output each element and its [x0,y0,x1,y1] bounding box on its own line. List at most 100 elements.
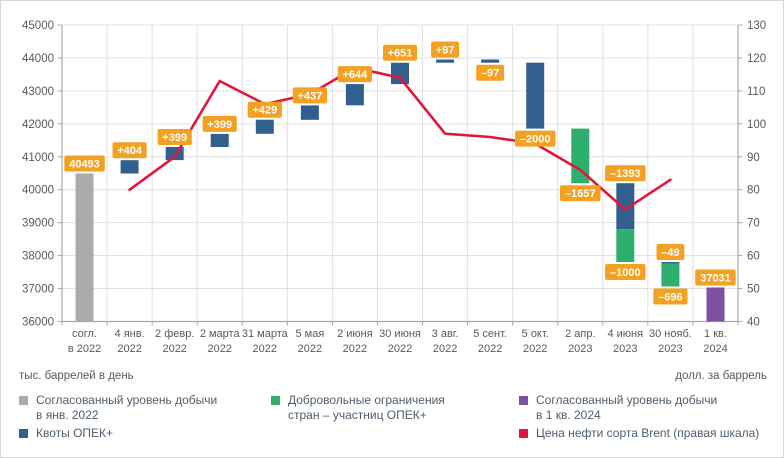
svg-text:+97: +97 [436,45,455,57]
left-axis-tick-label: 44000 [22,53,54,65]
svg-text:–1000: –1000 [610,267,641,279]
value-badge: +651 [382,44,418,61]
category-label-year: 2022 [433,343,457,355]
category-label: 2 июня [337,328,373,340]
svg-text:–97: –97 [481,68,499,80]
left-axis-tick-label: 43000 [22,86,54,98]
svg-text:+644: +644 [343,69,369,81]
svg-text:–1657: –1657 [565,188,596,200]
right-axis-tick-label: 100 [747,119,766,131]
value-badge: –2000 [515,130,556,147]
value-badge: –1393 [605,165,646,182]
left-axis-tick-label: 37000 [22,284,54,296]
legend-item: Добровольные ограничения стран – участни… [271,393,519,423]
legend-item: Цена нефти сорта Brent (правая шкала) [519,426,759,441]
bar-segment-purple [706,287,725,322]
svg-text:–1393: –1393 [610,168,641,180]
value-badge: –1657 [560,185,601,202]
bar-segment-blue [436,59,455,63]
category-label: 30 нояб. [649,328,692,340]
category-label-year: 2023 [568,343,592,355]
legend-item: Согласованный уровень добычи в 1 кв. 202… [519,393,759,423]
right-axis-tick-label: 50 [747,284,760,296]
legend-label: Согласованный уровень добычи в янв. 2022 [36,393,218,422]
category-label: 4 июня [607,328,643,340]
bar-segment-blue [255,119,274,134]
category-label: 31 марта [242,328,289,340]
svg-text:+437: +437 [298,90,323,102]
category-label-year: 2022 [388,343,412,355]
bar-segment-green [616,229,635,262]
svg-text:+429: +429 [252,105,277,117]
left-axis-tick-label: 41000 [22,152,54,164]
category-label: согл. [72,328,97,340]
right-axis-tick-label: 130 [747,20,766,32]
legend-item: Квоты ОПЕК+ [19,426,271,441]
category-label: 1 кв. [704,328,727,340]
legend-label: Цена нефти сорта Brent (правая шкала) [536,426,760,440]
value-badge: 37031 [695,269,736,286]
bar-segment-blue [391,62,409,85]
right-axis-tick-label: 70 [747,218,760,230]
left-axis-tick-label: 42000 [22,119,54,131]
value-badge: –696 [653,288,688,305]
bar-segment-blue [661,262,680,264]
svg-text:+404: +404 [117,145,143,157]
legend-column-1: Согласованный уровень добычи в янв. 2022… [19,393,271,444]
value-badge: +429 [247,101,282,118]
svg-text:+651: +651 [388,48,413,60]
value-badge: +97 [431,41,459,58]
legend-label: Квоты ОПЕК+ [36,426,114,440]
category-label: 3 авг. [432,328,459,340]
svg-text:+399: +399 [162,132,187,144]
left-axis-unit: тыс. баррелей в день [19,370,134,382]
category-label-year: 2022 [117,343,141,355]
bar-segment-green [661,263,680,287]
svg-text:+399: +399 [207,119,232,131]
bar-segment-blue [345,84,364,106]
legend-swatch-purple [519,396,528,405]
svg-text:37031: 37031 [700,273,731,285]
bar-segment-blue [300,105,319,120]
value-badge: +399 [157,129,192,145]
category-label-year: 2023 [658,343,682,355]
category-label-year: 2023 [613,343,637,355]
legend-swatch-gray [19,396,28,405]
axis-units-row: тыс. баррелей в день долл. за баррель [19,370,767,382]
right-axis-tick-label: 110 [747,86,765,98]
left-axis-tick-label: 38000 [22,251,54,263]
right-axis-tick-label: 40 [747,317,760,329]
value-badge: –97 [476,64,505,81]
category-label-year: 2024 [703,343,727,355]
category-label-year: в 2022 [68,343,101,355]
svg-text:40493: 40493 [69,159,100,171]
category-label: 2 марта [200,328,241,340]
category-label: 5 мая [295,328,324,340]
category-label-year: 2022 [298,343,322,355]
category-label-year: 2022 [207,343,231,355]
category-label: 30 июня [379,328,421,340]
legend-label: Согласованный уровень добычи в 1 кв. 202… [536,393,718,422]
right-axis-tick-label: 80 [747,185,760,197]
legend-label: Добровольные ограничения стран – участни… [288,393,445,422]
left-axis-tick-label: 39000 [22,218,54,230]
waterfall-chart: 36000 40 37000 50 38000 60 39000 70 40000 80 41000… [22,20,766,355]
value-badge: –1000 [605,264,646,280]
right-axis-tick-label: 120 [747,53,766,65]
left-axis-tick-label: 36000 [22,317,54,329]
right-axis-tick-label: 60 [747,251,760,263]
value-badge: +404 [112,142,147,159]
bar-segment-gray [75,173,94,322]
category-label-year: 2022 [253,343,277,355]
category-label-year: 2022 [343,343,367,355]
legend-column-2: Добровольные ограничения стран – участни… [271,393,519,444]
bar-segment-green [571,128,590,184]
svg-text:–696: –696 [658,292,682,304]
category-label: 4 янв. [115,328,145,340]
category-label: 5 сент. [473,328,507,340]
right-axis-unit: долл. за баррель [675,370,767,382]
bar-segment-blue [481,59,500,63]
svg-text:–2000: –2000 [520,134,551,146]
bar-segment-blue [210,133,229,147]
